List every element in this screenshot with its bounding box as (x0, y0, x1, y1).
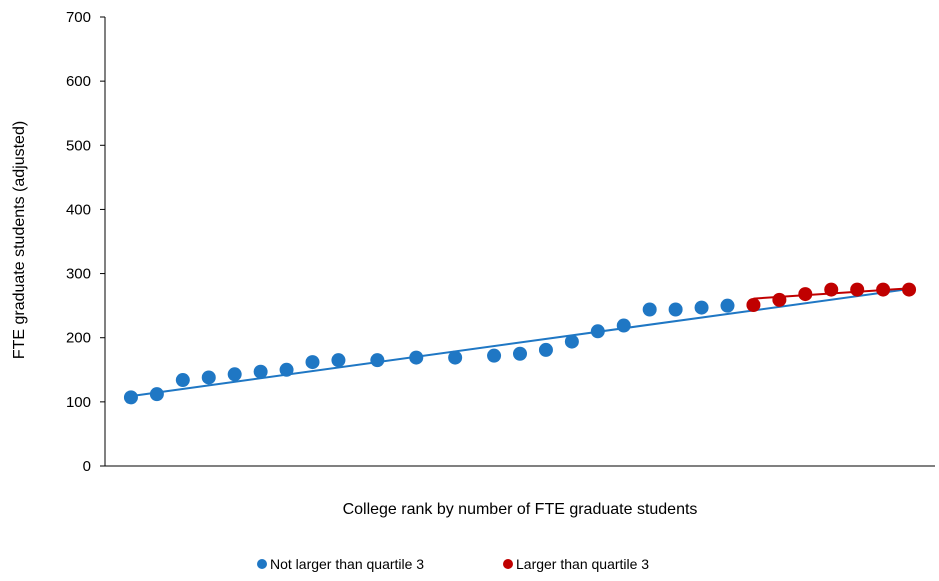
data-point-series-1 (746, 298, 761, 313)
data-point-series-0 (409, 350, 424, 365)
legend-label-not-larger: Not larger than quartile 3 (270, 556, 424, 572)
y-tick-label: 400 (66, 201, 91, 218)
data-point-series-0 (616, 318, 631, 333)
data-point-series-0 (538, 342, 553, 357)
y-tick-label: 700 (66, 9, 91, 26)
legend-marker-not-larger (257, 559, 267, 569)
data-point-series-1 (824, 282, 839, 297)
data-point-series-1 (876, 282, 891, 297)
data-point-series-0 (123, 390, 138, 405)
data-point-series-0 (513, 346, 527, 361)
data-point-series-0 (564, 334, 579, 349)
data-point-series-0 (227, 367, 242, 382)
data-point-series-0 (370, 353, 385, 368)
y-tick-label: 0 (83, 458, 91, 475)
data-point-series-1 (772, 292, 787, 307)
data-point-series-0 (487, 348, 502, 363)
legend: Not larger than quartile 3 Larger than q… (257, 556, 649, 572)
data-point-series-0 (720, 298, 735, 313)
data-point-series-0 (694, 300, 709, 315)
data-point-series-1 (902, 282, 917, 297)
x-axis-title: College rank by number of FTE graduate s… (343, 501, 698, 518)
y-axis-title: FTE graduate students (adjusted) (11, 121, 28, 359)
y-tick-label: 300 (66, 266, 91, 283)
y-axis-ticks: 0 100 200 300 400 500 600 700 (66, 9, 105, 475)
data-point-series-0 (279, 362, 294, 377)
data-point-series-0 (201, 370, 216, 385)
y-tick-label: 600 (66, 73, 91, 90)
data-point-series-0 (305, 355, 320, 370)
data-points (123, 282, 917, 405)
data-point-series-0 (149, 387, 164, 402)
y-tick-label: 500 (66, 137, 91, 154)
data-point-series-0 (642, 302, 657, 317)
legend-label-larger: Larger than quartile 3 (516, 556, 649, 572)
data-point-series-0 (448, 350, 463, 365)
trendline-0 (130, 287, 910, 398)
data-point-series-0 (175, 373, 190, 388)
data-point-series-0 (590, 324, 605, 339)
data-point-series-0 (668, 302, 683, 317)
data-point-series-0 (331, 353, 346, 368)
data-point-series-0 (253, 364, 268, 379)
trendlines (130, 287, 910, 398)
data-point-series-1 (850, 282, 865, 297)
y-tick-label: 200 (66, 330, 91, 347)
data-point-series-1 (798, 287, 813, 302)
y-tick-label: 100 (66, 394, 91, 411)
legend-marker-larger (503, 559, 513, 569)
